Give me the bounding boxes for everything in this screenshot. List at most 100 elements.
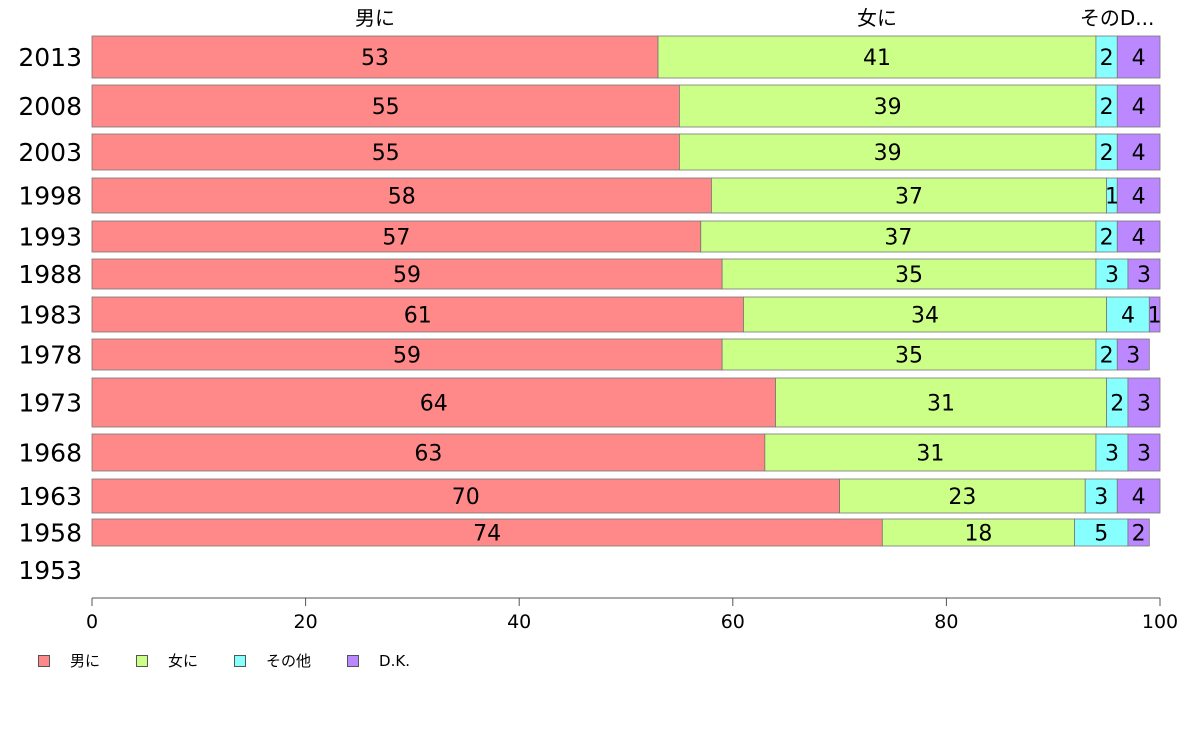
legend-item: その他 [234,650,311,671]
bar-segment [1127,433,1161,472]
bar-segment [91,177,712,214]
data-label: 63 [414,442,442,467]
category-label: 1993 [18,223,82,252]
series-top-label: 男に [355,6,395,30]
data-label: 34 [911,304,939,329]
bar-segment [1116,177,1161,214]
data-label: 3 [1094,485,1108,510]
bar-segment [679,133,1097,171]
bar-segment [91,338,723,371]
bar-segment [1116,84,1161,128]
legend-label: 男に [70,652,101,670]
legend-swatch [38,654,50,667]
data-label: 37 [895,185,923,210]
data-label: 64 [420,392,448,417]
data-label: 57 [382,226,410,251]
legend: 男に 女に その他 D.K. [38,650,446,671]
legend-swatch [234,654,247,667]
bar-segment [91,35,659,79]
x-tick-label: 100 [1142,611,1178,633]
series-top-label: そのD... [1080,6,1154,30]
legend-item: 女に [136,650,198,671]
data-label: 4 [1132,226,1146,251]
category-label: 1978 [18,341,82,370]
bar-segment [721,338,1097,371]
category-label: 2013 [18,43,82,72]
bar-segment [700,220,1097,253]
data-label: 4 [1132,485,1146,510]
bar-segment [1116,338,1150,371]
data-label: 2 [1100,344,1114,369]
data-label: 4 [1132,141,1146,166]
category-label: 1998 [18,182,82,211]
bar-segment [764,433,1097,472]
bar-segment [679,84,1097,128]
data-label: 55 [372,95,400,120]
bar-segment [1127,258,1161,290]
data-label: 1 [1148,304,1162,329]
category-label: 2008 [18,92,82,121]
category-label: 1973 [18,389,82,418]
bar-segment [91,296,744,333]
data-label: 2 [1100,226,1114,251]
legend-label: 女に [168,652,199,670]
bar-segment [1116,133,1161,171]
bar-segment [711,177,1108,214]
bar-segment [1084,478,1118,514]
bar-segment [91,133,680,171]
legend-item: 男に [38,650,100,671]
x-tick-label: 80 [934,611,958,633]
data-label: 35 [895,344,923,369]
data-label: 53 [361,46,389,71]
data-label: 59 [393,344,421,369]
x-tick-label: 0 [86,611,98,633]
legend-label: その他 [266,652,312,670]
category-label: 1963 [18,482,82,511]
data-label: 31 [927,392,955,417]
data-label: 39 [874,141,902,166]
bar-segment [1116,220,1161,253]
x-tick-label: 40 [507,611,531,633]
data-label: 41 [863,46,891,71]
bar-segment [1074,518,1129,547]
data-label: 35 [895,263,923,288]
data-label: 3 [1126,344,1140,369]
data-label: 3 [1105,442,1119,467]
series-top-label: 女に [857,6,897,30]
data-label: 4 [1132,46,1146,71]
bar-segment [91,84,680,128]
bar-segment [881,518,1075,547]
data-label: 18 [964,522,992,547]
data-label: 61 [404,304,432,329]
bar-segment [839,478,1086,514]
bar-segment [91,220,702,253]
legend-item: D.K. [347,652,410,670]
bar-segment [743,296,1107,333]
data-label: 59 [393,263,421,288]
category-label: 1988 [18,260,82,289]
category-label: 2003 [18,138,82,167]
data-label: 55 [372,141,400,166]
bar-segment [1127,518,1150,547]
data-label: 4 [1132,95,1146,120]
bar-segment [1116,35,1161,79]
bar-segment [1148,296,1161,333]
bar-segment [1095,433,1129,472]
category-label: 1953 [18,556,82,585]
bar-segment [1116,478,1161,514]
data-label: 2 [1110,392,1124,417]
x-tick-label: 20 [294,611,318,633]
bar-segment [91,518,883,547]
data-label: 70 [452,485,480,510]
data-label: 31 [916,442,944,467]
data-label: 39 [874,95,902,120]
bar-segment [91,478,840,514]
bar-segment [657,35,1097,79]
bar-segment [91,377,776,428]
data-label: 3 [1137,263,1151,288]
data-label: 2 [1132,522,1146,547]
x-tick-label: 60 [721,611,745,633]
data-label: 2 [1100,95,1114,120]
legend-swatch [347,654,360,667]
